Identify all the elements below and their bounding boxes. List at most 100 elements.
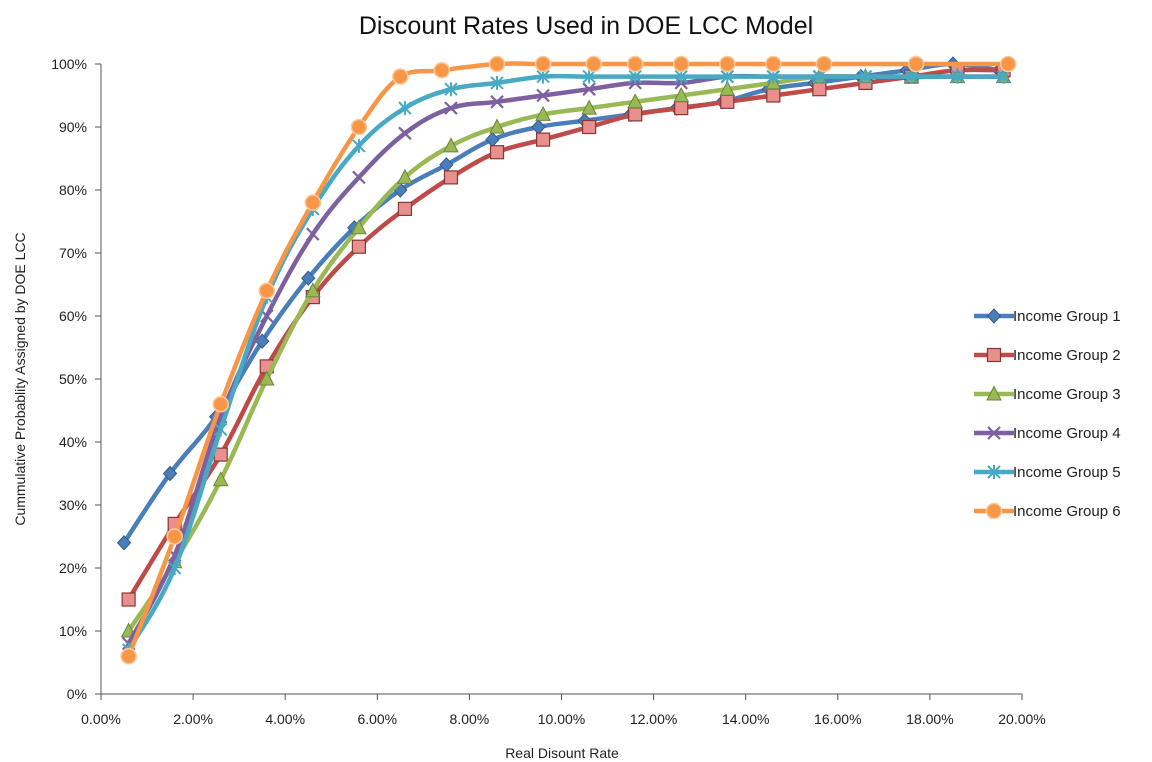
data-point xyxy=(999,55,1017,73)
data-point xyxy=(485,131,500,148)
data-point xyxy=(305,282,321,298)
legend-marker xyxy=(987,465,1001,479)
data-point xyxy=(490,75,504,90)
y-tick-label: 50% xyxy=(59,371,87,387)
y-axis-ticks: 0% 10% 20% 30% 40% 50% 60% 70% 80% 90% 100% xyxy=(51,56,101,702)
data-point xyxy=(162,465,178,482)
legend-marker xyxy=(987,426,1001,440)
data-point xyxy=(535,105,551,121)
data-point xyxy=(490,95,504,109)
chart-title: Discount Rates Used in DOE LCC Model xyxy=(359,12,813,40)
data-point xyxy=(585,55,603,73)
x-tick-label: 10.00% xyxy=(538,711,585,727)
data-point xyxy=(306,227,320,241)
data-point xyxy=(352,170,366,185)
data-point xyxy=(397,168,413,184)
x-tick-label: 6.00% xyxy=(357,711,397,727)
x-tick-label: 12.00% xyxy=(630,711,677,727)
legend-label: Income Group 5 xyxy=(1013,464,1121,481)
data-point xyxy=(531,119,546,135)
y-tick-label: 80% xyxy=(59,182,87,198)
data-point xyxy=(950,69,965,84)
legend-item: Income Group 1 xyxy=(974,308,1121,325)
data-point xyxy=(444,101,458,115)
x-tick-label: 14.00% xyxy=(722,711,769,727)
data-point xyxy=(397,201,413,216)
series-line xyxy=(126,73,1006,653)
data-point xyxy=(996,69,1011,84)
legend-marker xyxy=(986,385,1002,401)
data-point xyxy=(254,333,270,349)
data-point xyxy=(489,118,505,134)
data-point xyxy=(765,55,782,73)
data-point xyxy=(167,561,182,575)
series-income-group-5 xyxy=(121,69,1011,657)
data-point xyxy=(443,137,459,153)
y-tick-label: 20% xyxy=(59,560,87,576)
y-tick-label: 90% xyxy=(59,119,87,135)
legend-item: Income Group 6 xyxy=(974,502,1121,520)
data-point xyxy=(212,471,229,487)
data-point xyxy=(815,55,833,73)
y-tick-label: 60% xyxy=(59,308,87,324)
data-point xyxy=(433,62,451,79)
data-point xyxy=(166,528,183,545)
x-tick-label: 18.00% xyxy=(906,711,953,727)
legend-label: Income Group 4 xyxy=(1013,425,1121,442)
series-income-group-1 xyxy=(116,56,1007,551)
data-point xyxy=(304,194,322,211)
legend-label: Income Group 3 xyxy=(1013,386,1121,403)
data-point xyxy=(766,88,781,103)
data-point xyxy=(812,69,827,84)
data-point xyxy=(352,138,366,153)
data-point xyxy=(444,82,458,97)
data-point xyxy=(350,118,368,136)
legend-item: Income Group 4 xyxy=(974,425,1121,442)
x-tick-label: 8.00% xyxy=(450,711,490,727)
legend-marker xyxy=(985,502,1003,520)
y-tick-label: 70% xyxy=(59,245,87,261)
data-point xyxy=(258,282,276,300)
data-point xyxy=(673,86,690,102)
legend-label: Income Group 6 xyxy=(1013,503,1121,520)
data-point xyxy=(628,107,643,122)
legend-label: Income Group 2 xyxy=(1013,347,1121,364)
x-tick-label: 2.00% xyxy=(173,711,213,727)
data-point xyxy=(534,55,552,73)
data-point xyxy=(582,119,597,135)
data-point xyxy=(443,170,459,185)
legend: Income Group 1 Income Group 2 Income Group… xyxy=(974,308,1121,520)
data-point xyxy=(212,395,230,413)
data-point xyxy=(627,93,644,109)
data-point xyxy=(214,422,228,437)
y-axis-label: Cummulative Probablity Assigned by DOE L… xyxy=(12,232,28,525)
data-point xyxy=(121,592,136,607)
data-point xyxy=(720,94,735,109)
data-point xyxy=(488,55,506,73)
data-point xyxy=(120,647,137,665)
data-point xyxy=(489,145,505,160)
legend-item: Income Group 2 xyxy=(974,347,1121,364)
data-point xyxy=(582,82,596,96)
data-point xyxy=(581,99,597,115)
legend-label: Income Group 1 xyxy=(1013,308,1121,325)
data-point xyxy=(674,100,689,116)
data-point xyxy=(392,68,409,85)
data-point xyxy=(718,55,736,73)
series-layer xyxy=(116,55,1017,665)
data-point xyxy=(258,370,275,386)
x-tick-label: 0.00% xyxy=(81,711,121,727)
data-point xyxy=(719,80,736,96)
x-axis-label: Real Disount Rate xyxy=(505,745,619,761)
y-tick-label: 30% xyxy=(59,497,87,513)
y-tick-label: 40% xyxy=(59,434,87,450)
data-point xyxy=(858,69,873,84)
y-tick-label: 10% xyxy=(59,623,87,639)
data-point xyxy=(626,55,644,73)
series-income-group-4 xyxy=(121,69,1011,651)
data-point xyxy=(398,126,412,141)
data-point xyxy=(351,239,366,254)
series-income-group-6 xyxy=(120,55,1017,665)
x-tick-label: 4.00% xyxy=(265,711,305,727)
